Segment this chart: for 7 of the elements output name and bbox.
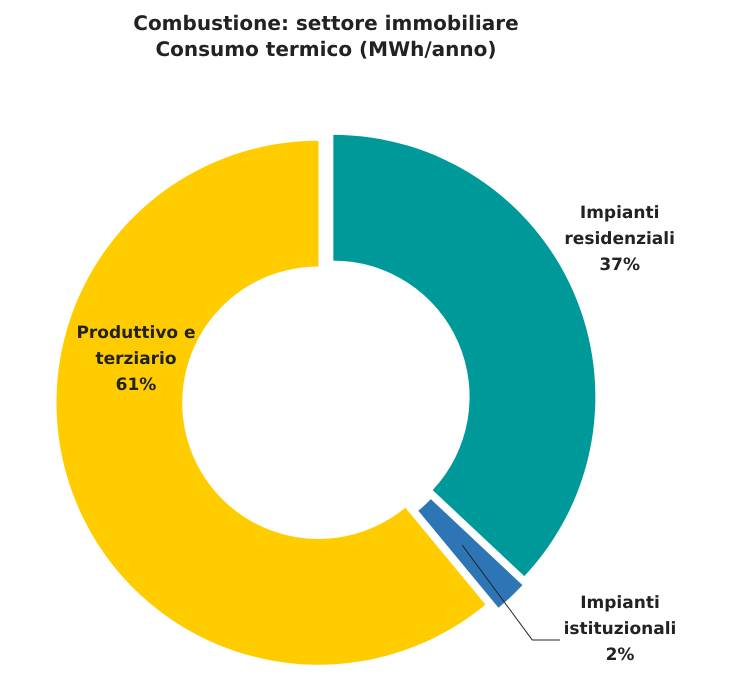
chart-title: Combustione: settore immobiliare Consumo termico (MWh/anno): [133, 11, 519, 61]
slice-label: Impianti residenziali: [564, 202, 675, 249]
data-label: 61%: [116, 375, 156, 395]
slice-label: Impianti istituzionali: [564, 593, 676, 639]
data-label: 2%: [606, 645, 634, 665]
data-label: 37%: [599, 254, 640, 275]
slice-label: Produttivo e terziario: [76, 323, 196, 369]
